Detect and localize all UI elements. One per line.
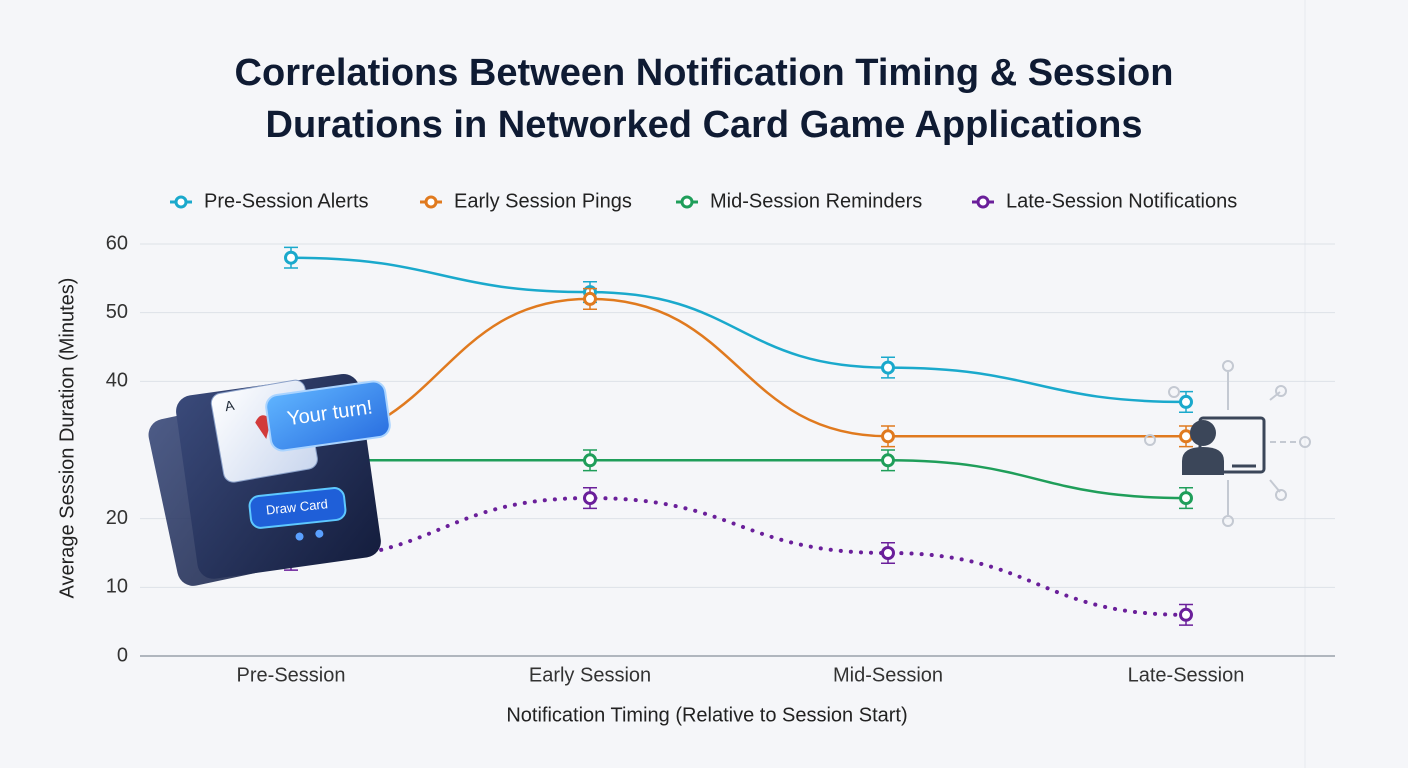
svg-text:A: A	[224, 397, 237, 414]
series-line	[289, 496, 1188, 617]
x-tick-label: Late-Session	[1128, 664, 1245, 686]
data-point	[881, 429, 895, 444]
annotation: Draw Card	[265, 496, 328, 517]
card-illustration: A Your turn! Draw Card	[148, 373, 391, 586]
y-tick-label: 0	[117, 644, 128, 666]
chart-title: Correlations Between Notification Timing…	[235, 52, 1174, 94]
data-point	[881, 546, 895, 560]
data-point	[1179, 429, 1193, 444]
data-point	[583, 291, 597, 306]
series-line	[289, 297, 1188, 445]
legend-label: Pre-Session Alerts	[204, 190, 369, 212]
y-tick-label: 50	[106, 301, 128, 323]
y-tick-label: 40	[106, 370, 128, 392]
data-point	[583, 453, 597, 468]
y-tick-label: 10	[106, 576, 128, 598]
data-point	[881, 360, 895, 375]
series-line	[289, 256, 1188, 404]
data-point	[1179, 607, 1193, 622]
data-point	[1179, 491, 1193, 506]
legend-marker	[424, 195, 438, 209]
data-point	[284, 250, 298, 265]
legend-label: Early Session Pings	[454, 190, 632, 212]
data-point	[1179, 394, 1193, 409]
series-line	[289, 459, 1188, 500]
legend-label: Late-Session Notifications	[1006, 190, 1237, 212]
legend-marker	[976, 195, 990, 209]
y-tick-label: 60	[106, 232, 128, 254]
y-axis-title: Average Session Duration (Minutes)	[56, 278, 78, 599]
x-tick-label: Early Session	[529, 664, 651, 686]
chart-title: Durations in Networked Card Game Applica…	[266, 104, 1143, 146]
x-axis-title: Notification Timing (Relative to Session…	[506, 704, 907, 726]
legend-marker	[174, 195, 188, 209]
user-icon	[1144, 360, 1311, 527]
legend-label: Mid-Session Reminders	[710, 190, 922, 212]
data-point	[583, 491, 597, 506]
x-tick-label: Pre-Session	[237, 664, 346, 686]
x-tick-label: Mid-Session	[833, 664, 943, 686]
data-point	[881, 453, 895, 468]
y-tick-label: 20	[106, 507, 128, 529]
legend-marker	[680, 195, 694, 209]
